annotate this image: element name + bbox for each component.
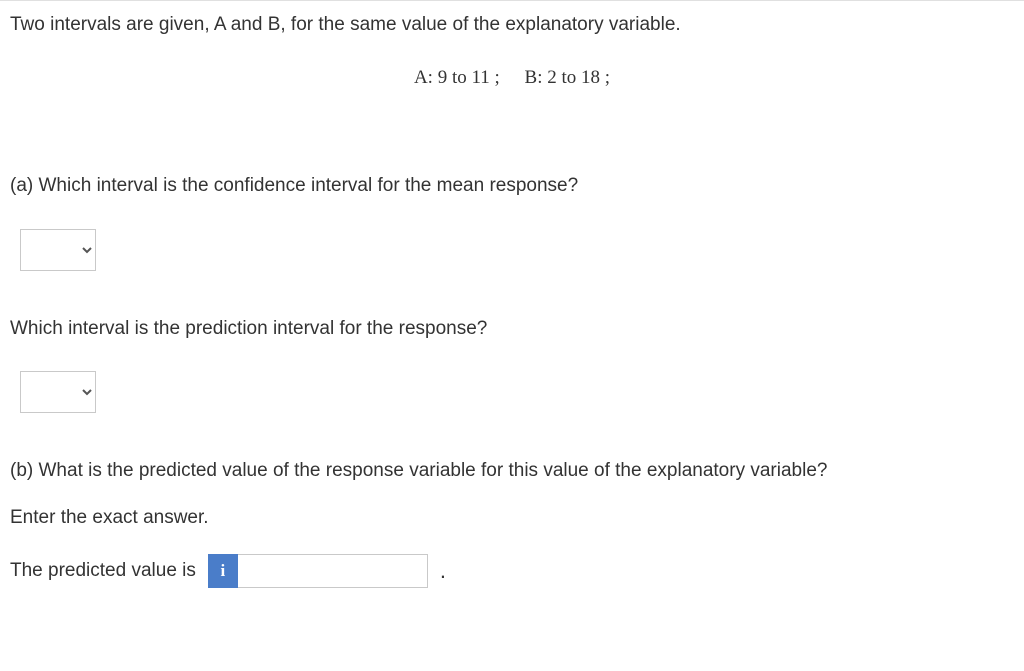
part-b-question: (b) What is the predicted value of the r… (10, 457, 1014, 486)
confidence-interval-select[interactable] (20, 229, 96, 271)
interval-b: B: 2 to 18 ; (525, 67, 611, 88)
part-b-hint: Enter the exact answer. (10, 504, 1014, 533)
part-a-q1: (a) Which interval is the confidence int… (10, 172, 1014, 201)
intro-text: Two intervals are given, A and B, for th… (10, 11, 1014, 40)
select-wrap-1 (20, 229, 1014, 271)
question-container: Two intervals are given, A and B, for th… (0, 0, 1024, 598)
answer-line: The predicted value is i . (10, 554, 1014, 588)
interval-a: A: 9 to 11 ; (414, 67, 500, 88)
info-icon[interactable]: i (208, 554, 238, 588)
intervals-line: A: 9 to 11 ; B: 2 to 18 ; (10, 64, 1014, 93)
part-a-q2: Which interval is the prediction interva… (10, 315, 1014, 344)
predicted-value-input[interactable] (238, 554, 428, 588)
predicted-value-label: The predicted value is (10, 557, 196, 586)
select-wrap-2 (20, 371, 1014, 413)
period: . (440, 560, 446, 582)
prediction-interval-select[interactable] (20, 371, 96, 413)
part-b: (b) What is the predicted value of the r… (10, 457, 1014, 588)
